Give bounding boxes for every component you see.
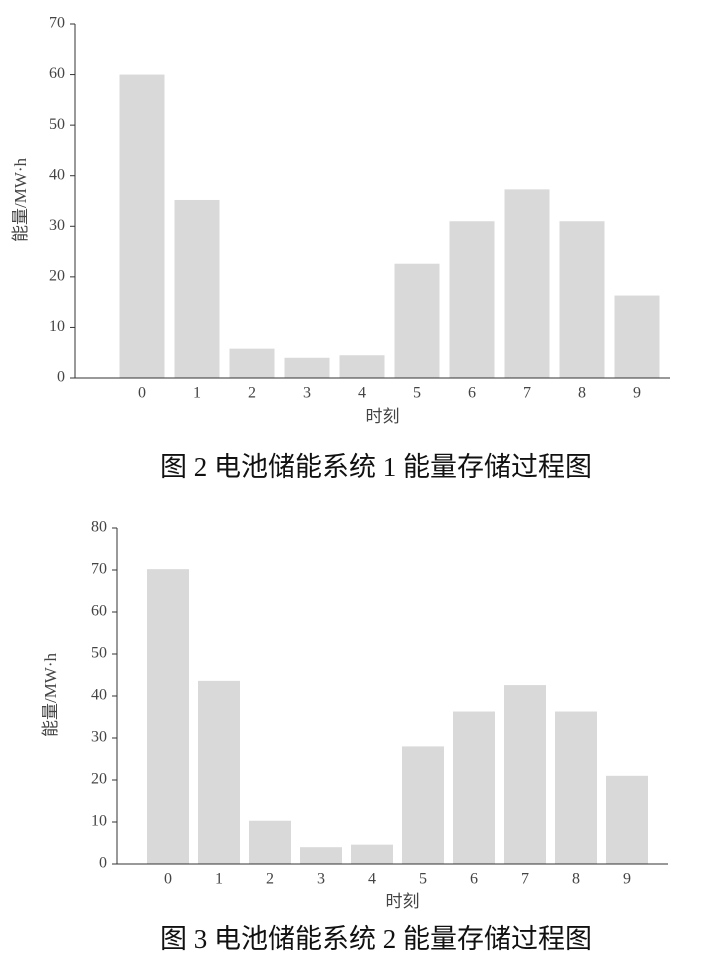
x-axis-label: 时刻 (386, 892, 420, 911)
bar (249, 820, 291, 864)
y-tick-label: 20 (91, 771, 107, 788)
bar (147, 569, 189, 864)
bar (504, 189, 550, 378)
y-tick-label: 60 (91, 603, 107, 620)
bar (453, 711, 495, 864)
y-tick-label: 40 (49, 166, 65, 183)
x-tick-label: 7 (521, 871, 529, 888)
bar (119, 74, 165, 379)
bar (351, 844, 393, 864)
bar (339, 355, 385, 378)
caption: 图 3 电池储能系统 2 能量存储过程图 (160, 924, 592, 954)
y-tick-label: 0 (99, 855, 107, 872)
x-tick-label: 4 (368, 871, 376, 888)
x-tick-label: 0 (138, 385, 146, 402)
y-axis-label: 能量/MW·h (41, 652, 60, 737)
y-tick-label: 10 (91, 813, 107, 830)
x-tick-label: 2 (266, 871, 274, 888)
x-axis-label: 时刻 (366, 407, 400, 426)
bar (229, 348, 275, 378)
x-tick-label: 5 (413, 385, 421, 402)
bar (559, 221, 605, 378)
x-tick-label: 6 (470, 871, 478, 888)
y-tick-label: 70 (49, 15, 65, 32)
x-tick-label: 3 (317, 871, 325, 888)
bar (555, 711, 597, 864)
x-tick-label: 1 (215, 871, 223, 888)
y-tick-label: 50 (91, 645, 107, 662)
bar (606, 775, 648, 864)
bar (614, 295, 660, 378)
y-tick-label: 50 (49, 116, 65, 133)
x-tick-label: 8 (572, 871, 580, 888)
y-tick-label: 80 (91, 519, 107, 536)
x-tick-label: 8 (578, 385, 586, 402)
y-tick-label: 30 (91, 729, 107, 746)
y-tick-label: 20 (49, 268, 65, 285)
x-tick-label: 1 (193, 385, 201, 402)
bar (284, 357, 330, 378)
x-tick-label: 4 (358, 385, 366, 402)
y-tick-label: 10 (49, 318, 65, 335)
bar (402, 746, 444, 864)
bar (504, 685, 546, 864)
x-tick-label: 0 (164, 871, 172, 888)
bar (394, 263, 440, 378)
y-tick-label: 60 (49, 65, 65, 82)
y-tick-label: 30 (49, 217, 65, 234)
y-tick-label: 40 (91, 687, 107, 704)
y-axis-label: 能量/MW·h (11, 157, 30, 242)
bar (198, 680, 240, 864)
bar (300, 847, 342, 864)
x-tick-label: 9 (623, 871, 631, 888)
x-tick-label: 7 (523, 385, 531, 402)
x-tick-label: 6 (468, 385, 476, 402)
y-tick-label: 0 (57, 369, 65, 386)
x-tick-label: 3 (303, 385, 311, 402)
y-tick-label: 70 (91, 561, 107, 578)
x-tick-label: 9 (633, 385, 641, 402)
x-tick-label: 2 (248, 385, 256, 402)
bar (449, 221, 495, 378)
caption: 图 2 电池储能系统 1 能量存储过程图 (160, 452, 592, 482)
bar (174, 199, 220, 378)
x-tick-label: 5 (419, 871, 427, 888)
